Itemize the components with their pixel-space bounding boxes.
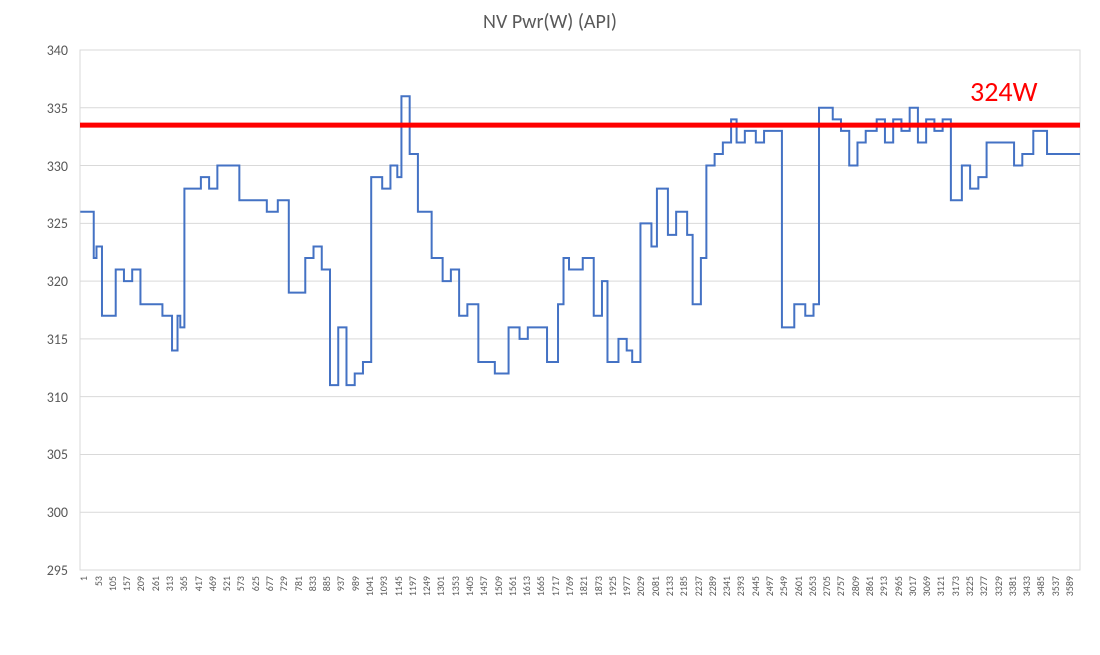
x-tick-label: 3121 xyxy=(934,576,947,596)
x-tick-label: 2809 xyxy=(849,576,862,596)
x-tick-label: 1301 xyxy=(434,576,447,596)
x-tick-label: 261 xyxy=(149,576,162,591)
series-line xyxy=(80,96,1080,385)
x-tick-label: 2185 xyxy=(677,576,690,596)
x-tick-label: 521 xyxy=(220,576,233,591)
x-tick-label: 1613 xyxy=(520,576,533,596)
x-tick-label: 2913 xyxy=(877,576,890,596)
x-tick-label: 417 xyxy=(192,576,205,591)
x-tick-label: 677 xyxy=(263,576,276,591)
x-tick-label: 1925 xyxy=(606,576,619,596)
x-tick-label: 833 xyxy=(306,576,319,591)
x-tick-label: 365 xyxy=(177,576,190,591)
x-tick-label: 105 xyxy=(106,576,119,591)
x-tick-label: 1353 xyxy=(449,576,462,596)
x-tick-label: 1769 xyxy=(563,576,576,596)
x-tick-label: 157 xyxy=(120,576,133,591)
x-tick-label: 625 xyxy=(249,576,262,591)
x-tick-label: 729 xyxy=(277,576,290,591)
x-tick-label: 1197 xyxy=(406,576,419,596)
x-tick-label: 937 xyxy=(334,576,347,591)
x-tick-label: 3017 xyxy=(906,576,919,596)
x-tick-label: 3329 xyxy=(992,576,1005,596)
x-tick-label: 1041 xyxy=(363,576,376,596)
x-tick-label: 2237 xyxy=(692,576,705,596)
x-tick-label: 3537 xyxy=(1049,576,1062,596)
y-tick-label: 315 xyxy=(0,331,68,348)
y-tick-label: 325 xyxy=(0,215,68,232)
x-tick-label: 1665 xyxy=(534,576,547,596)
x-tick-label: 1977 xyxy=(620,576,633,596)
x-tick-label: 1405 xyxy=(463,576,476,596)
x-tick-label: 2133 xyxy=(663,576,676,596)
reference-line-label: 324W xyxy=(970,74,1037,109)
x-tick-label: 2081 xyxy=(649,576,662,596)
x-tick-label: 2549 xyxy=(777,576,790,596)
x-tick-label: 1561 xyxy=(506,576,519,596)
x-tick-label: 573 xyxy=(234,576,247,591)
x-tick-label: 2757 xyxy=(834,576,847,596)
x-tick-label: 1873 xyxy=(592,576,605,596)
x-tick-label: 1717 xyxy=(549,576,562,596)
y-tick-label: 305 xyxy=(0,446,68,463)
x-tick-label: 1509 xyxy=(492,576,505,596)
x-tick-label: 1093 xyxy=(377,576,390,596)
x-tick-label: 2445 xyxy=(749,576,762,596)
x-tick-label: 2601 xyxy=(792,576,805,596)
x-tick-label: 2653 xyxy=(806,576,819,596)
y-tick-label: 310 xyxy=(0,389,68,406)
x-tick-label: 3433 xyxy=(1020,576,1033,596)
x-tick-label: 313 xyxy=(163,576,176,591)
x-tick-label: 3589 xyxy=(1063,576,1076,596)
x-tick-label: 3069 xyxy=(920,576,933,596)
x-tick-label: 2965 xyxy=(892,576,905,596)
x-tick-label: 3225 xyxy=(963,576,976,596)
x-tick-label: 469 xyxy=(206,576,219,591)
x-tick-label: 53 xyxy=(92,576,105,586)
y-tick-label: 340 xyxy=(0,42,68,59)
x-tick-label: 3277 xyxy=(977,576,990,596)
x-tick-label: 1821 xyxy=(577,576,590,596)
x-tick-label: 885 xyxy=(320,576,333,591)
y-tick-label: 335 xyxy=(0,100,68,117)
x-tick-label: 1145 xyxy=(392,576,405,596)
x-tick-label: 1 xyxy=(77,576,90,581)
x-tick-label: 209 xyxy=(134,576,147,591)
x-tick-label: 3381 xyxy=(1006,576,1019,596)
chart-root: NV Pwr(W) (API) 324W 2953003053103153203… xyxy=(0,0,1100,655)
x-tick-label: 2029 xyxy=(634,576,647,596)
plot-area xyxy=(0,0,1100,655)
y-tick-label: 295 xyxy=(0,562,68,579)
x-tick-label: 2289 xyxy=(706,576,719,596)
x-tick-label: 2861 xyxy=(863,576,876,596)
x-tick-label: 781 xyxy=(292,576,305,591)
x-tick-label: 1249 xyxy=(420,576,433,596)
x-tick-label: 989 xyxy=(349,576,362,591)
x-tick-label: 2497 xyxy=(763,576,776,596)
x-tick-label: 2705 xyxy=(820,576,833,596)
x-tick-label: 3173 xyxy=(949,576,962,596)
y-tick-label: 330 xyxy=(0,158,68,175)
y-tick-label: 320 xyxy=(0,273,68,290)
x-tick-label: 2341 xyxy=(720,576,733,596)
x-tick-label: 2393 xyxy=(734,576,747,596)
y-tick-label: 300 xyxy=(0,504,68,521)
x-tick-label: 1457 xyxy=(477,576,490,596)
x-tick-label: 3485 xyxy=(1034,576,1047,596)
